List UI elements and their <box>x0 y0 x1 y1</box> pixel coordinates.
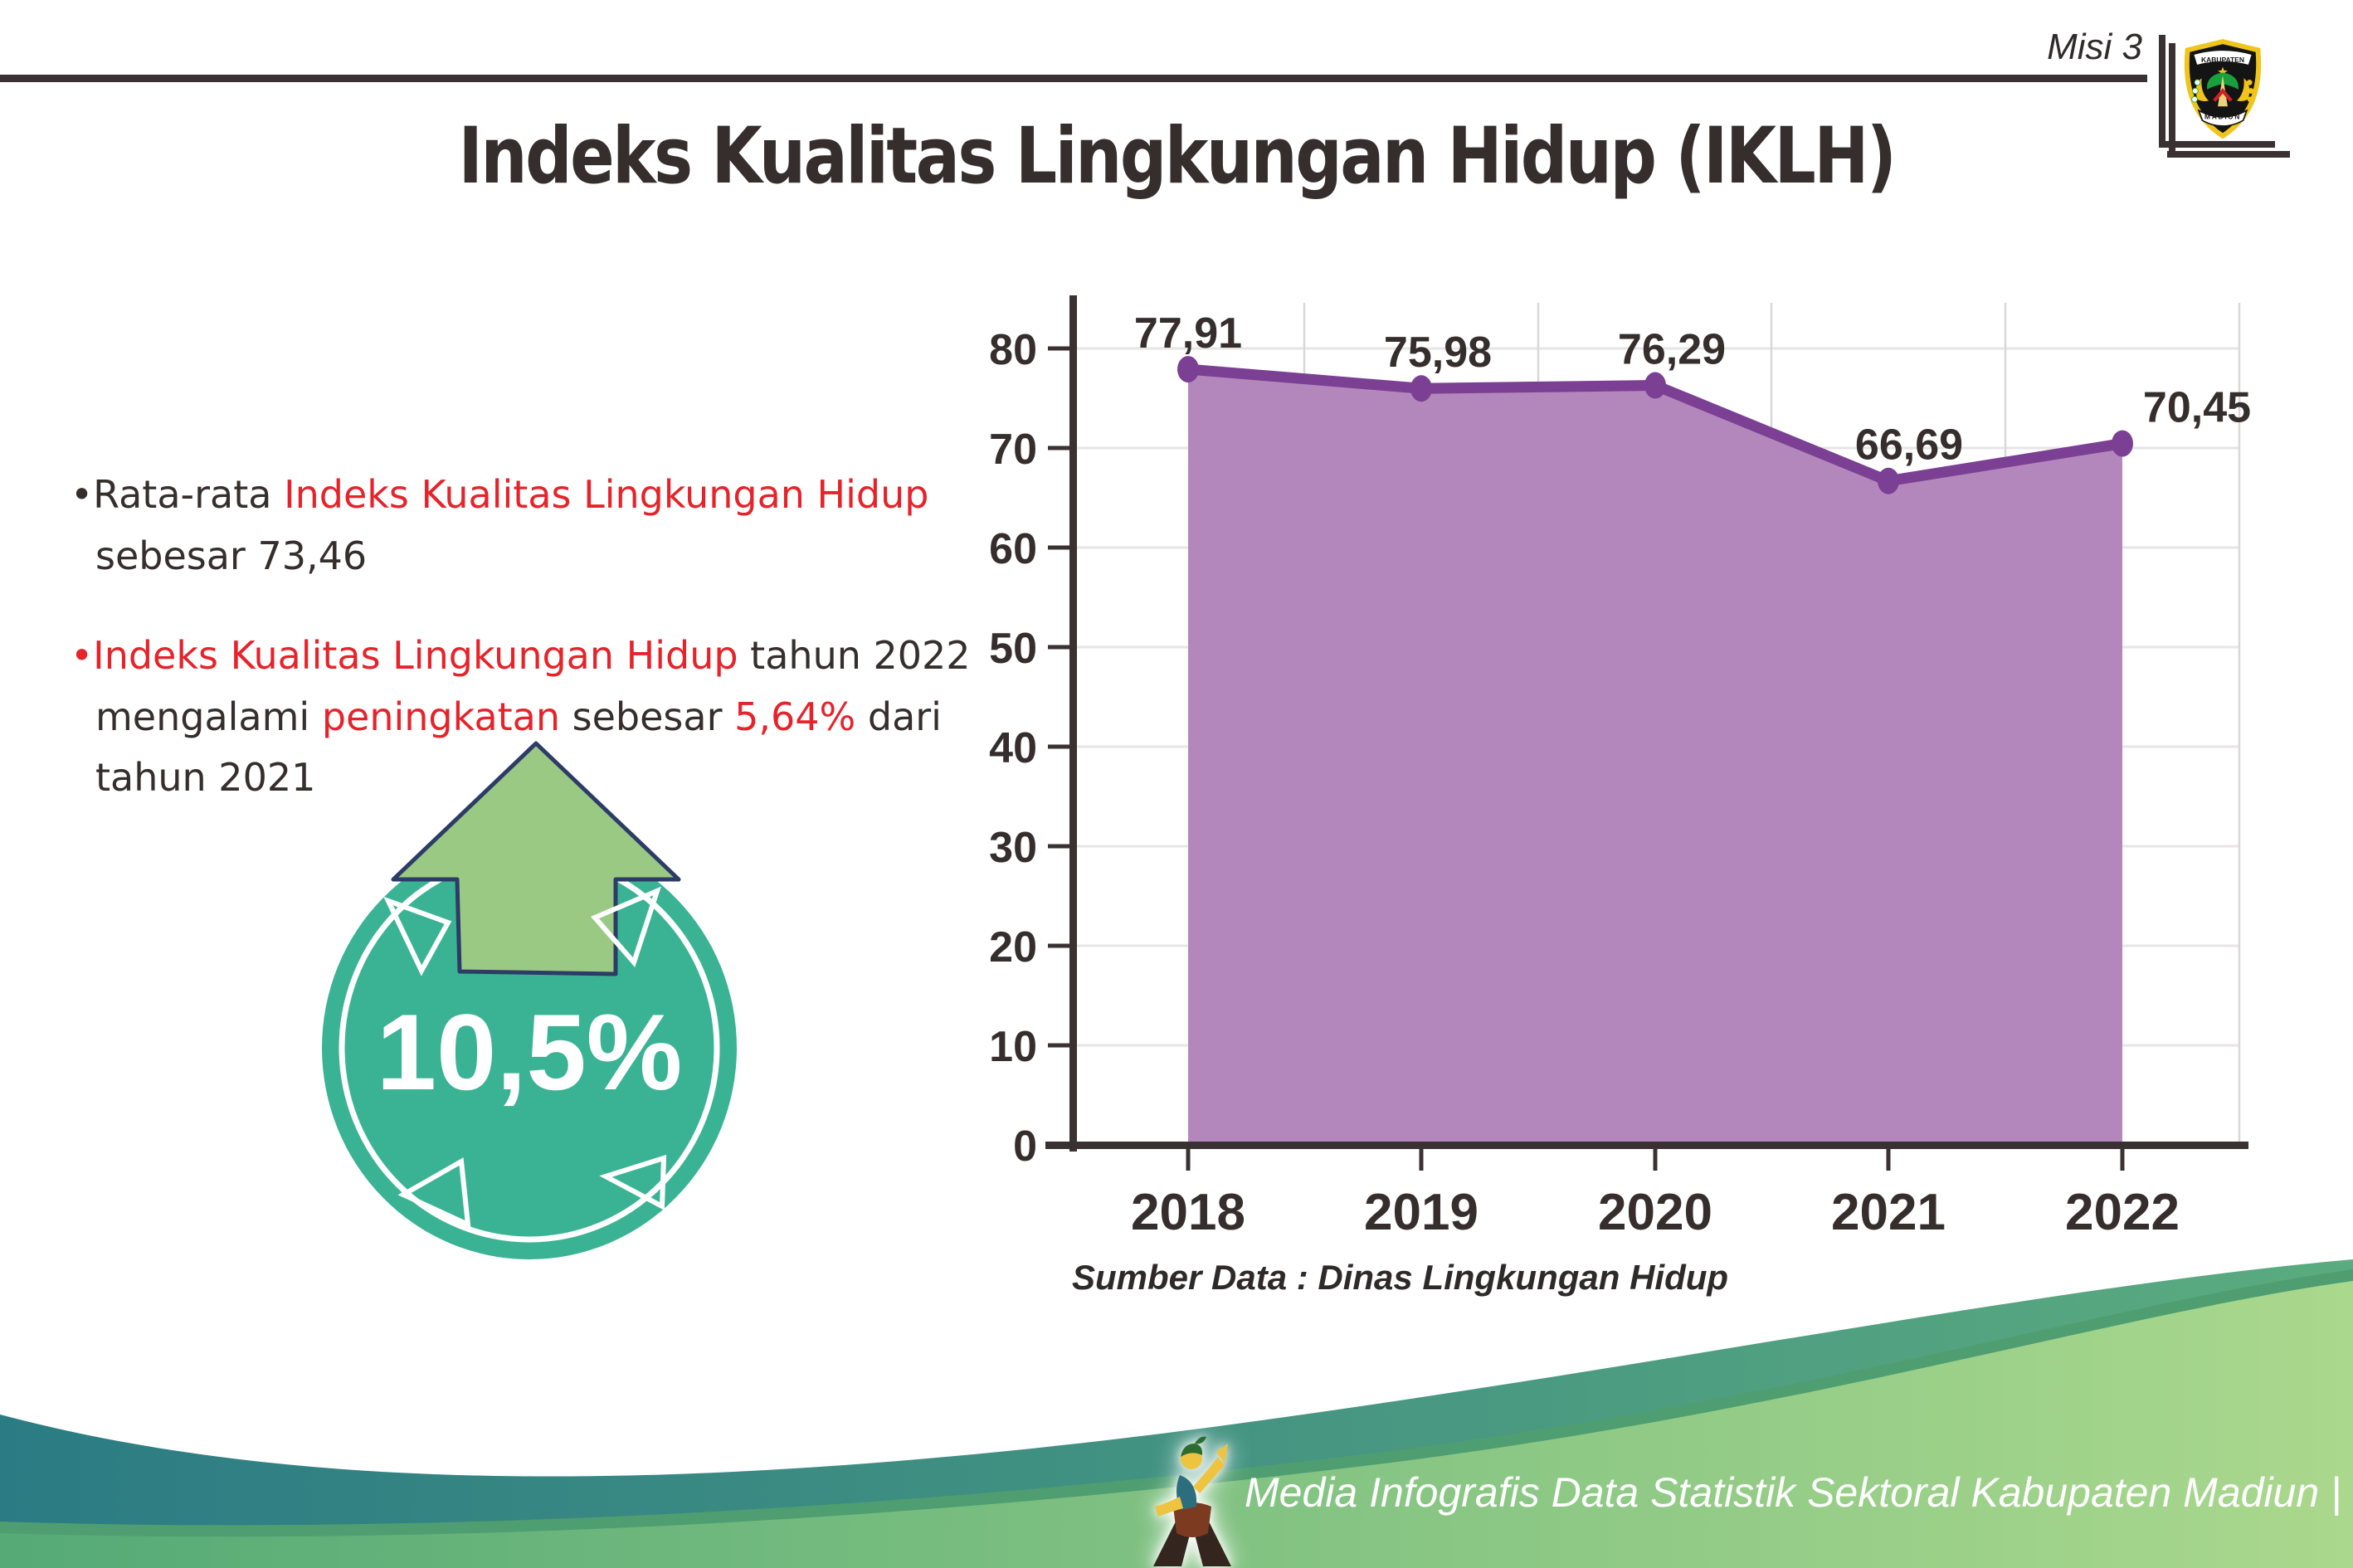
bullet-text-segment: tahun 2022 <box>738 633 971 678</box>
mascot-skirt <box>1173 1502 1211 1537</box>
y-tick <box>1048 744 1069 749</box>
x-tick-label: 2018 <box>1131 1184 1245 1241</box>
data-label: 75,98 <box>1384 329 1492 377</box>
y-tick <box>1048 446 1069 450</box>
y-tick-label: 40 <box>989 724 1037 772</box>
badge-spark-triangle <box>383 896 452 976</box>
bullet-text-segment: Rata-rata <box>93 472 285 517</box>
bullet-text-segment: sebesar 73,46 <box>95 533 368 578</box>
badge-circle <box>322 836 737 1259</box>
x-tick-label: 2019 <box>1364 1184 1479 1241</box>
y-tick <box>1048 844 1069 849</box>
y-tick <box>1048 645 1069 650</box>
dancer-mascot-icon <box>1153 1436 1231 1566</box>
data-label: 70,45 <box>2143 384 2251 432</box>
wave-green <box>0 1281 2353 1568</box>
y-tick <box>1048 1043 1069 1048</box>
seal-cotton-icon <box>2194 79 2201 86</box>
data-point <box>1644 372 1666 399</box>
footer-waves <box>0 1259 2353 1568</box>
badge-spark-triangle <box>599 1154 667 1210</box>
data-point <box>1177 356 1199 383</box>
area-fill <box>1188 369 2122 1145</box>
seal-rice-icon <box>2248 88 2254 94</box>
y-tick-label: 80 <box>989 326 1037 374</box>
data-point <box>1878 467 1899 494</box>
up-arrow-icon <box>391 741 681 976</box>
logo-bracket-horizontal-shadow <box>2167 151 2290 158</box>
x-tick-label: 2021 <box>1831 1184 1946 1241</box>
source-note: Sumber Data : Dinas Lingkungan Hidup <box>1072 1258 1729 1297</box>
seal-rice-icon <box>2246 79 2253 85</box>
x-tick-label: 2020 <box>1598 1184 1712 1241</box>
x-tick <box>1886 1149 1891 1171</box>
misi-label: Misi 3 <box>2047 27 2142 67</box>
bullet-increase-iklh: Indeks Kualitas Lingkungan Hidup tahun 2… <box>71 626 1033 809</box>
data-point <box>2112 430 2133 457</box>
seal-bottom-banner <box>2197 109 2248 127</box>
iklh-area-chart: 0 10 20 30 40 50 60 70 80 2018 2019 2020 2021 2022 77,… <box>989 295 2251 1241</box>
y-tick-label: 10 <box>989 1023 1037 1071</box>
seal-right-wing <box>2236 78 2250 101</box>
badge-value: 10,5% <box>377 991 683 1113</box>
data-label: 77,91 <box>1134 309 1242 358</box>
y-tick-label: 20 <box>989 923 1037 971</box>
increase-badge: 10,5% <box>322 741 737 1259</box>
seal-top-banner <box>2192 49 2253 67</box>
x-tick <box>1186 1149 1191 1171</box>
bullet-average-iklh: Rata-rata Indeks Kualitas Lingkungan Hid… <box>71 465 1033 587</box>
x-tick <box>2120 1149 2125 1171</box>
mascot-hand <box>1216 1444 1228 1463</box>
y-tick-label: 50 <box>989 625 1037 673</box>
bullet-text-segment: tahun 2021 <box>95 755 316 801</box>
mascot-lower-arm <box>1155 1497 1183 1517</box>
seal-top-text: KABUPATEN <box>2201 56 2244 64</box>
y-axis <box>1069 295 1077 1152</box>
data-label: 66,69 <box>1855 421 1963 470</box>
page-title: Indeks Kualitas Lingkungan Hidup (IKLH) <box>458 111 1897 202</box>
badge-spark-triangle <box>591 886 661 967</box>
logo-bracket-horizontal <box>2159 141 2275 148</box>
footer-credit: Media Infografis Data Statistik Sektoral… <box>1245 1469 2342 1516</box>
data-point <box>1410 375 1432 402</box>
x-tick <box>1419 1149 1424 1171</box>
mascot-cap <box>1181 1444 1203 1457</box>
y-tick-label: 0 <box>1013 1122 1037 1171</box>
y-tick-label: 60 <box>989 525 1037 573</box>
seal-rice-icon <box>2247 96 2253 103</box>
seal-cotton-icon <box>2191 95 2198 103</box>
y-tick <box>1048 346 1069 351</box>
bullet-text-segment: Indeks Kualitas Lingkungan Hidup <box>284 472 929 517</box>
bullet-text-segment: Indeks Kualitas Lingkungan Hidup <box>93 633 738 678</box>
bullet-text-segment: 5,64% <box>734 694 856 739</box>
data-label: 76,29 <box>1618 326 1726 374</box>
y-tick <box>1048 943 1069 948</box>
mascot-torso <box>1176 1475 1197 1510</box>
bullet-text-segment: mengalami <box>95 694 322 739</box>
y-tick <box>1048 545 1069 550</box>
badge-spark-triangle <box>397 1157 471 1229</box>
bullet-text-segment: dari <box>855 694 942 739</box>
logo-bracket-vertical <box>2159 35 2165 148</box>
mascot-cap-leaf <box>1195 1436 1206 1444</box>
mascot-raised-arm <box>1193 1457 1225 1493</box>
header-rule <box>0 75 2147 82</box>
y-tick-label: 70 <box>989 426 1037 474</box>
y-tick <box>1048 1142 1069 1147</box>
bullet-text-segment: sebesar <box>560 694 735 739</box>
seal-red-ornament <box>2213 88 2233 102</box>
x-tick-label: 2022 <box>2065 1184 2180 1241</box>
x-tick <box>1653 1149 1658 1171</box>
kabupaten-madiun-seal: KABUPATEN MADIUN <box>2184 39 2262 139</box>
y-tick-label: 30 <box>989 824 1037 872</box>
logo-bracket-vertical-shadow <box>2169 43 2175 158</box>
bullet-text-segment: peningkatan <box>321 694 561 739</box>
x-axis <box>1045 1142 2248 1149</box>
seal-bottom-text: MADIUN <box>2204 112 2241 120</box>
seal-cotton-icon <box>2192 87 2199 95</box>
